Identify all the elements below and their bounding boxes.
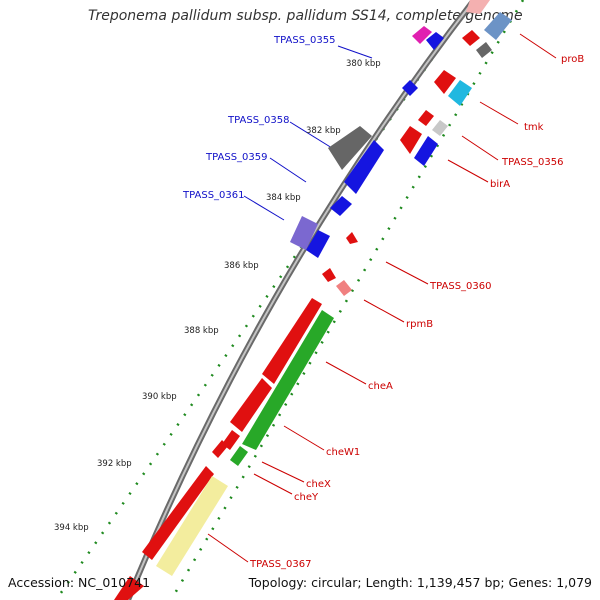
- gene-label-bira[interactable]: birA: [490, 179, 510, 190]
- gene-label-tpass-0356[interactable]: TPASS_0356: [501, 157, 563, 168]
- gene-block-prob[interactable]: [462, 30, 480, 46]
- gene-block-chea-red[interactable]: [262, 298, 322, 384]
- gene-block-tpass-0361[interactable]: [290, 216, 318, 250]
- leader-line-tpass-0361: [243, 195, 285, 221]
- leader-line-tpass-0358: [289, 121, 333, 149]
- tick-label-392: 392 kbp: [97, 459, 132, 469]
- leader-line-chex: [261, 461, 305, 483]
- leader-line-chew1: [283, 425, 325, 451]
- gene-label-tpass-0361[interactable]: TPASS_0361: [182, 190, 244, 201]
- gene-block-tpass-0367-red[interactable]: [142, 466, 214, 560]
- gene-block-bira[interactable]: [414, 136, 438, 166]
- gene-block-tpass-0367[interactable]: [156, 476, 228, 576]
- gene-block-tpass-0360[interactable]: [346, 232, 358, 244]
- leader-line-chey: [253, 473, 293, 495]
- leader-line-tmk: [479, 101, 519, 125]
- gene-block-pink[interactable]: [412, 26, 432, 44]
- map-title: Treponema pallidum subsp. pallidum SS14,…: [88, 8, 523, 24]
- accession-text: Accession: NC_010741: [8, 575, 151, 590]
- gene-block-tmk[interactable]: [448, 80, 472, 106]
- gene-block-tpass-0358-b[interactable]: [344, 140, 384, 194]
- leader-line-tpass-0355: [337, 45, 373, 59]
- leader-line-tpass-0367: [207, 533, 249, 563]
- tick-label-386: 386 kbp: [224, 261, 259, 271]
- gene-label-tpass-0358[interactable]: TPASS_0358: [227, 115, 289, 126]
- tick-label-394: 394 kbp: [54, 523, 89, 533]
- leader-line-tpass-0360: [385, 261, 429, 285]
- tick-label-384: 384 kbp: [266, 193, 301, 203]
- gene-label-tmk[interactable]: tmk: [524, 122, 544, 133]
- gene-block-tpass-0359[interactable]: [330, 196, 352, 216]
- gene-label-tpass-0355[interactable]: TPASS_0355: [273, 35, 335, 46]
- gene-block-bira-red[interactable]: [400, 126, 422, 154]
- leader-line-bira: [447, 159, 489, 183]
- gene-label-chex[interactable]: cheX: [306, 479, 331, 490]
- leader-line-chea: [325, 361, 367, 385]
- gene-block-chea[interactable]: [242, 310, 334, 450]
- gene-block-prob-steel[interactable]: [484, 12, 512, 40]
- leader-line-tpass-0356: [461, 135, 499, 161]
- tick-label-388: 388 kbp: [184, 326, 219, 336]
- gene-block-rpmb-red[interactable]: [322, 268, 336, 282]
- gene-label-rpmb[interactable]: rpmB: [406, 319, 433, 330]
- gene-block-chex[interactable]: [230, 446, 248, 466]
- gene-label-chea[interactable]: cheA: [368, 381, 393, 392]
- gene-block-tpass-0358[interactable]: [328, 126, 372, 170]
- gene-block-rpmb[interactable]: [336, 280, 352, 296]
- gene-block-tpass-0356-red[interactable]: [418, 110, 434, 126]
- leader-line-prob: [519, 33, 557, 59]
- tick-label-380: 380 kbp: [346, 59, 381, 69]
- gene-block-tpass-0361-b[interactable]: [306, 230, 330, 258]
- gene-block-prob-grey[interactable]: [476, 42, 492, 58]
- tick-label-382: 382 kbp: [306, 126, 341, 136]
- gene-block-tpass-0355[interactable]: [426, 32, 444, 50]
- gene-label-prob[interactable]: proB: [561, 54, 584, 65]
- gene-label-chew1[interactable]: cheW1: [326, 447, 360, 458]
- gene-block-blue-small[interactable]: [402, 80, 418, 96]
- gene-block-prob-pale[interactable]: [466, 0, 490, 14]
- gene-block-chey[interactable]: [212, 440, 228, 458]
- gene-block-chew1-red[interactable]: [230, 378, 272, 432]
- leader-line-tpass-0359: [269, 157, 307, 183]
- gene-label-tpass-0360[interactable]: TPASS_0360: [429, 281, 491, 292]
- gene-block-bottom-red[interactable]: [114, 576, 144, 600]
- gene-block-tpass-0356[interactable]: [432, 120, 448, 136]
- leader-line-rpmb: [363, 299, 405, 323]
- topology-text: Topology: circular; Length: 1,139,457 bp…: [248, 575, 592, 590]
- gene-label-tpass-0359[interactable]: TPASS_0359: [205, 152, 267, 163]
- gene-label-chey[interactable]: cheY: [294, 492, 319, 503]
- gene-block-tmk-red[interactable]: [434, 70, 456, 94]
- tick-label-390: 390 kbp: [142, 392, 177, 402]
- gene-label-tpass-0367[interactable]: TPASS_0367: [249, 559, 311, 570]
